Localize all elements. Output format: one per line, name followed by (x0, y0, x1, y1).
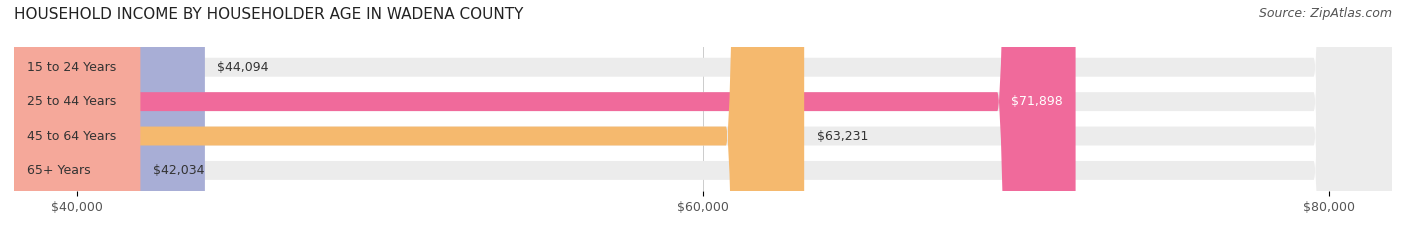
Text: 25 to 44 Years: 25 to 44 Years (27, 95, 115, 108)
FancyBboxPatch shape (14, 0, 1392, 233)
Text: Source: ZipAtlas.com: Source: ZipAtlas.com (1258, 7, 1392, 20)
FancyBboxPatch shape (14, 0, 1392, 233)
FancyBboxPatch shape (14, 0, 205, 233)
Text: $44,094: $44,094 (218, 61, 269, 74)
Text: $71,898: $71,898 (1011, 95, 1063, 108)
Text: $42,034: $42,034 (153, 164, 204, 177)
Text: 15 to 24 Years: 15 to 24 Years (27, 61, 115, 74)
Text: HOUSEHOLD INCOME BY HOUSEHOLDER AGE IN WADENA COUNTY: HOUSEHOLD INCOME BY HOUSEHOLDER AGE IN W… (14, 7, 523, 22)
FancyBboxPatch shape (14, 0, 1392, 233)
FancyBboxPatch shape (14, 0, 1076, 233)
Text: $63,231: $63,231 (817, 130, 868, 143)
Text: 65+ Years: 65+ Years (27, 164, 90, 177)
FancyBboxPatch shape (14, 0, 1392, 233)
Text: 45 to 64 Years: 45 to 64 Years (27, 130, 115, 143)
FancyBboxPatch shape (14, 0, 141, 233)
FancyBboxPatch shape (14, 0, 804, 233)
